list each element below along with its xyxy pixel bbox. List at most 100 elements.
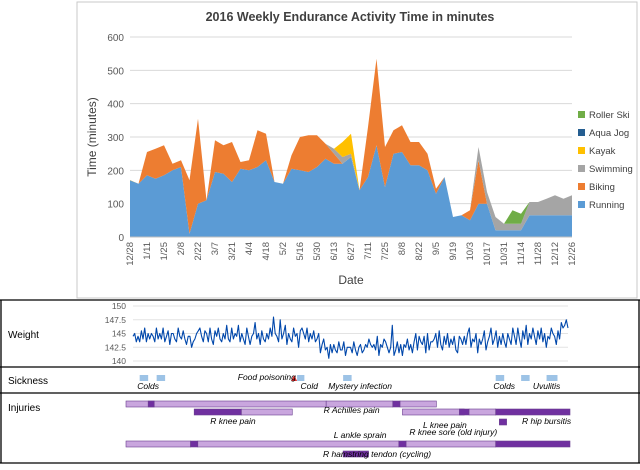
sickness-label: Colds [137, 381, 159, 391]
weight-series-line [132, 316, 569, 359]
injury-bar-severe [190, 440, 199, 448]
x-tick-label: 5/16 [295, 242, 306, 261]
sickness-bar [521, 375, 530, 381]
sickness-label: Colds [493, 381, 515, 391]
x-tick-label: 12/26 [567, 242, 578, 266]
injury-label: R hip bursitis [522, 416, 572, 426]
injury-label: R hamstring tendon (cycling) [323, 449, 431, 459]
x-tick-label: 9/19 [448, 242, 459, 261]
sickness-timeline: Colds Food poisoning Cold Mystery infection… [137, 372, 561, 391]
y-tick-label: 500 [107, 66, 124, 77]
x-tick-label: 6/13 [329, 242, 340, 261]
y-tick-label: 300 [107, 133, 124, 144]
weight-tick-label: 145 [112, 329, 126, 339]
chart-title: 2016 Weekly Endurance Activity Time in m… [206, 10, 495, 24]
area-kayak [130, 58, 572, 224]
injury-bar-severe [398, 440, 407, 448]
injuries-timeline: R Achilles pain R knee pain L knee pain R h… [125, 400, 572, 459]
sickness-label: Food poisoning [238, 372, 296, 382]
x-tick-label: 11/14 [516, 242, 527, 265]
legend: Roller Ski Aqua Jog Kayak Swimming Biking Run… [578, 110, 633, 211]
legend-label: Biking [589, 182, 615, 193]
weight-tick-label: 147.5 [105, 315, 127, 325]
injury-bar-severe [193, 408, 242, 416]
x-tick-label: 8/8 [397, 242, 408, 255]
x-axis-title: Date [338, 273, 364, 287]
legend-swatch [578, 147, 585, 154]
x-tick-label: 5/2 [278, 242, 289, 255]
activity-area-chart: 2016 Weekly Endurance Activity Time in m… [76, 1, 638, 299]
x-tick-label: 7/25 [380, 242, 391, 261]
injury-bar-mild [197, 440, 400, 448]
injuries-panel-label: Injuries [8, 403, 40, 414]
x-tick-label: 3/7 [210, 242, 221, 255]
legend-label: Roller Ski [589, 110, 630, 121]
legend-swatch [578, 165, 585, 172]
injury-bar-severe [147, 400, 155, 408]
sickness-marker-poisoning [291, 375, 298, 381]
chart-frame [76, 1, 638, 299]
sickness-bar [343, 375, 352, 381]
injury-bar-severe [495, 408, 571, 416]
area-series [130, 58, 572, 237]
sickness-bar [297, 375, 305, 381]
legend-label: Kayak [589, 146, 616, 157]
injury-label: R Achilles pain [324, 405, 380, 415]
injury-bar-mild [405, 440, 497, 448]
y-tick-label: 100 [107, 200, 124, 211]
x-tick-label: 6/27 [346, 242, 357, 261]
injury-label: L ankle sprain [334, 430, 387, 440]
y-axis-title: Time (minutes) [85, 97, 99, 177]
sickness-bar [495, 375, 505, 381]
legend-swatch [578, 201, 585, 208]
weight-tick-label: 140 [112, 356, 126, 366]
legend-swatch [578, 111, 585, 118]
y-tick-label: 400 [107, 100, 124, 111]
area-swimming [130, 58, 572, 231]
sickness-label: Uvulitis [533, 381, 561, 391]
x-tick-label: 9/5 [431, 242, 442, 255]
y-tick-label: 200 [107, 166, 124, 177]
area-running [130, 145, 572, 237]
injury-bar-mild [402, 408, 465, 416]
sickness-label: Cold [300, 381, 318, 391]
x-tick-label: 1/11 [142, 242, 153, 260]
injury-bar-mild [125, 440, 191, 448]
sickness-panel-label: Sickness [8, 376, 48, 387]
y-axis-ticks: 0 100 200 300 400 500 600 [107, 33, 124, 244]
sickness-bar [156, 375, 166, 381]
y-tick-label: 0 [118, 233, 124, 244]
x-tick-label: 7/11 [363, 242, 374, 260]
injury-label: R knee sore (old injury) [409, 427, 497, 437]
sickness-bar [139, 375, 149, 381]
weight-y-ticks: 140 142.5 145 147.5 150 [105, 301, 127, 366]
injury-bar-severe [392, 400, 401, 408]
legend-label: Aqua Jog [589, 128, 629, 139]
injury-bar-mild [468, 408, 497, 416]
x-tick-label: 10/17 [482, 242, 493, 266]
x-tick-label: 10/3 [465, 242, 476, 261]
injury-bar-mild [241, 408, 293, 416]
injury-bar-severe [342, 450, 369, 458]
sickness-bar [546, 375, 558, 381]
x-tick-label: 10/31 [499, 242, 510, 266]
legend-swatch [578, 129, 585, 136]
weight-tick-label: 142.5 [105, 342, 127, 352]
x-tick-label: 4/4 [244, 242, 255, 255]
sickness-label: Mystery infection [328, 381, 392, 391]
x-tick-label: 5/30 [312, 242, 323, 261]
weight-panel-label: Weight [8, 330, 39, 341]
weight-line-chart: 140 142.5 145 147.5 150 [105, 301, 569, 366]
x-tick-label: 12/28 [125, 242, 136, 266]
injury-label: R knee pain [210, 416, 256, 426]
x-tick-label: 2/22 [193, 242, 204, 261]
x-tick-label: 4/18 [261, 242, 272, 261]
injury-label: L knee pain [423, 420, 467, 430]
lower-panels: Weight Sickness Injuries 140 142.5 145 147.… [0, 299, 640, 464]
x-tick-label: 2/8 [176, 242, 187, 255]
x-tick-label: 1/25 [159, 242, 170, 261]
legend-swatch [578, 183, 585, 190]
x-tick-label: 3/21 [227, 242, 238, 261]
